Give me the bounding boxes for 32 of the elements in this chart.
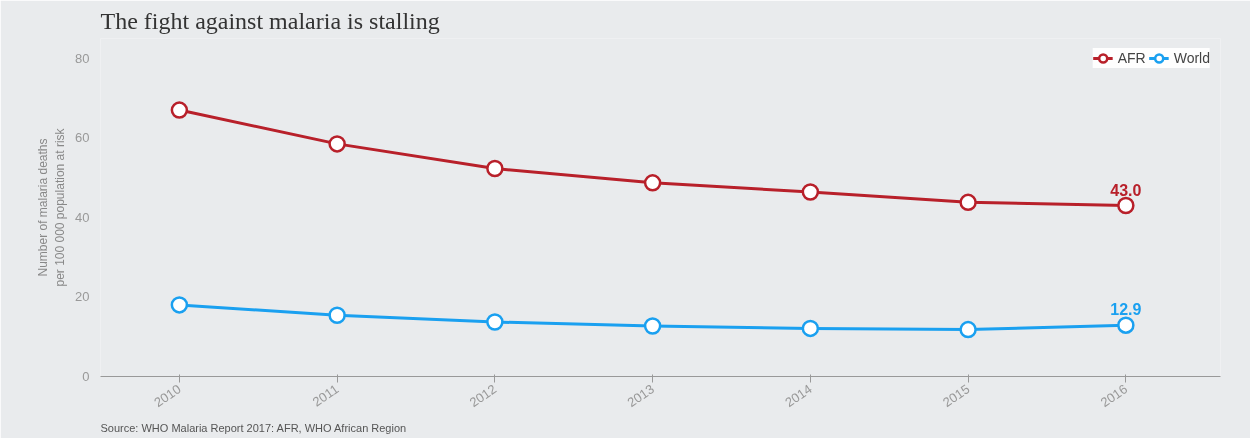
y-tick-label: 20 [75,289,90,305]
legend-label: World [1173,50,1210,66]
x-tick-label: 2010 [151,381,184,411]
x-tick-label: 2011 [309,381,342,410]
point [1117,316,1135,334]
point [643,317,662,335]
point [959,193,977,212]
chart-title: The fight against malaria is stalling [100,7,440,34]
x-tick-label: 2016 [1097,381,1131,411]
point [959,320,977,339]
point [801,319,820,338]
legend-label: AFR [1117,50,1146,66]
data-label: 12.9 [1110,301,1142,319]
point [486,313,504,331]
point [801,183,820,201]
y-axis-title: Number of malaria deaths per 100 000 population at risk [36,127,68,287]
x-tick-label: 2013 [624,381,657,411]
y-tick-label: 0 [82,369,90,384]
y-tick-label: 40 [75,209,90,225]
point [170,101,189,119]
point [643,174,662,192]
y-tick-label: 60 [75,130,90,146]
data-label: 43.0 [1110,181,1142,199]
point [486,159,504,178]
x-tick-label: 2014 [782,381,815,411]
point [328,135,346,153]
point [170,296,189,314]
point [328,306,346,324]
y-tick-label: 80 [75,50,90,66]
x-tick-label: 2012 [466,381,500,411]
point [1117,196,1135,215]
source-note: Source: WHO Malaria Report 2017: AFR, WHO African Region [100,421,407,434]
